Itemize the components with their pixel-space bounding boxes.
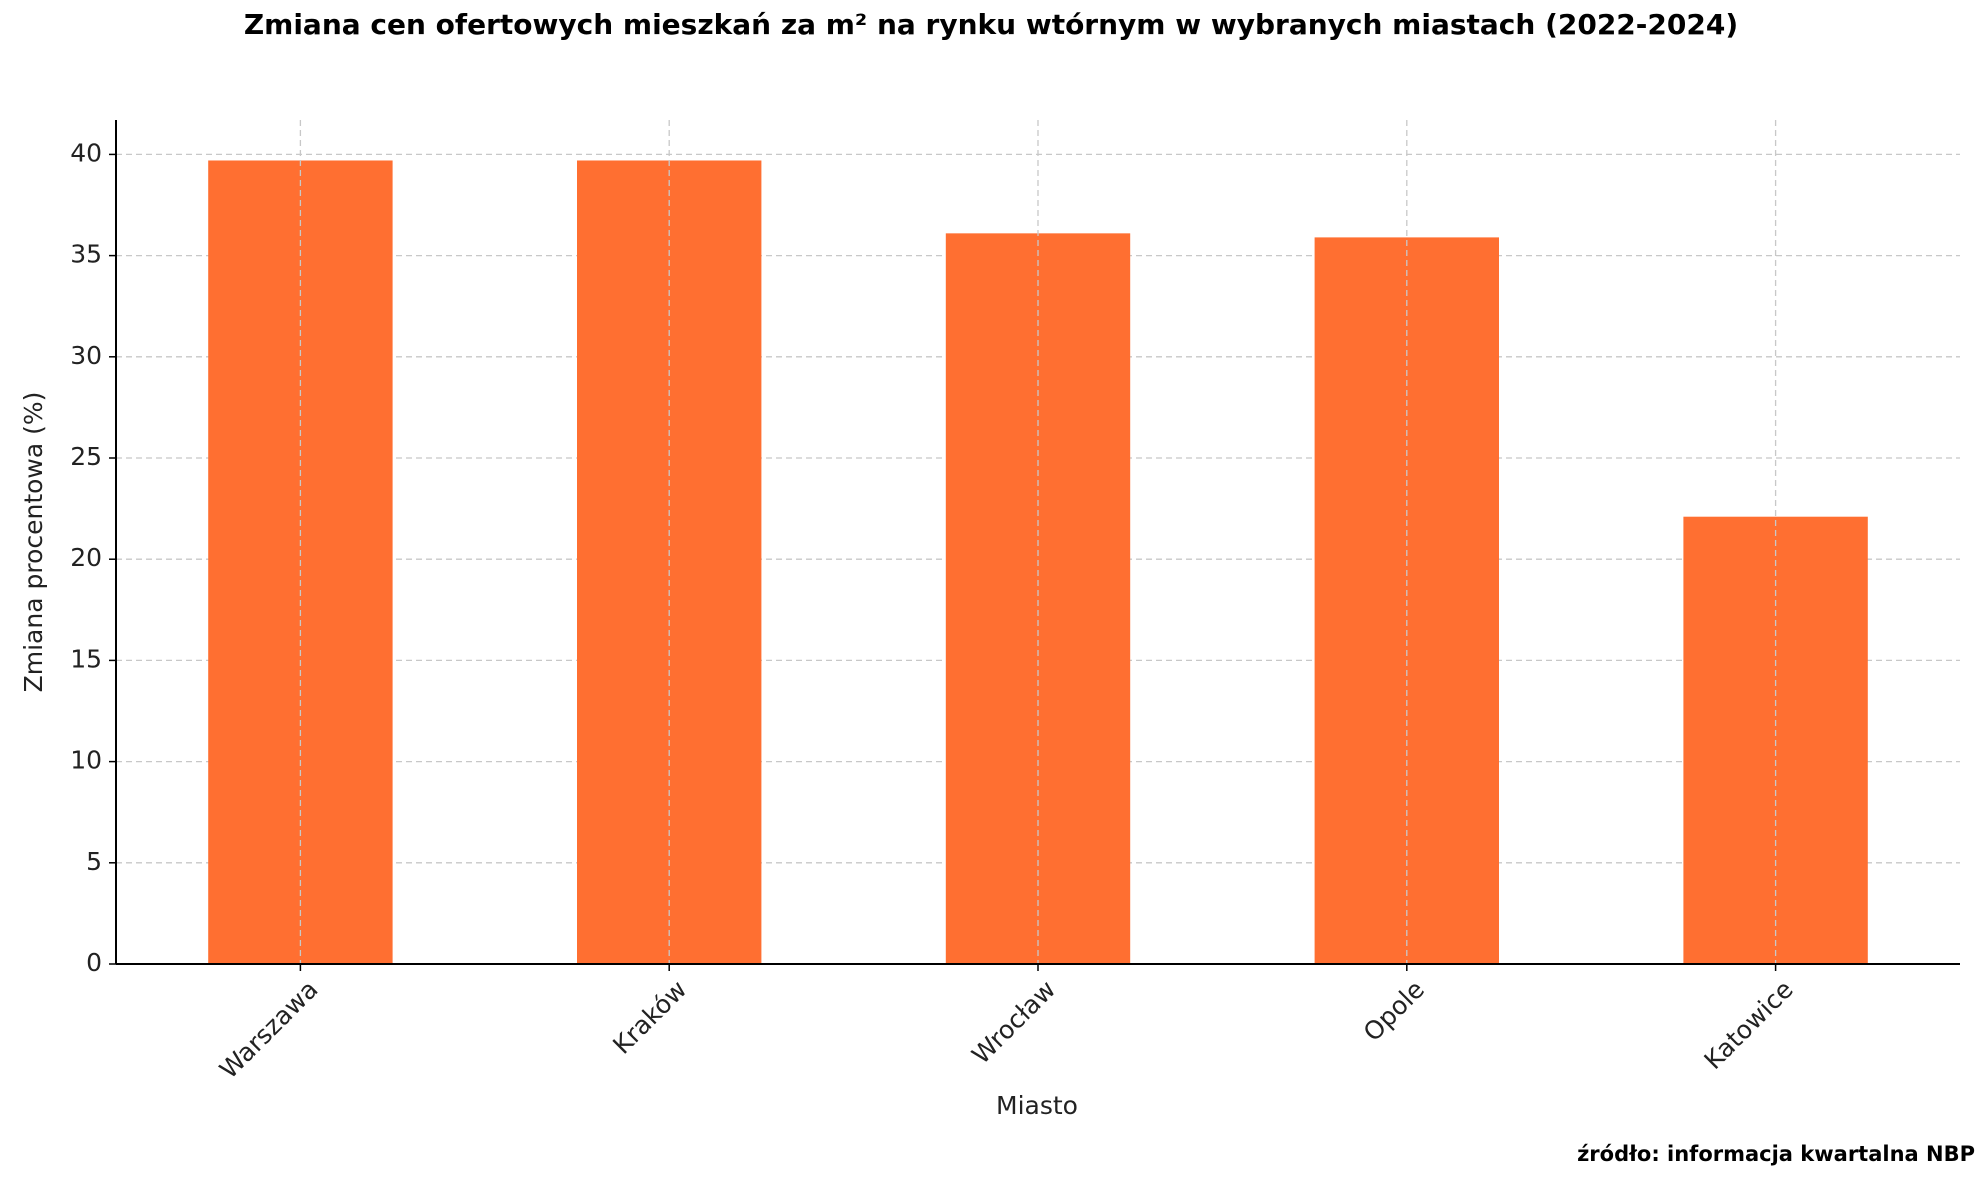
y-tick-label: 5 bbox=[86, 847, 102, 876]
x-axis-label: Miasto bbox=[996, 1091, 1078, 1120]
y-tick-label: 35 bbox=[70, 240, 102, 269]
x-tick-label: Warszawa bbox=[214, 975, 324, 1085]
y-tick-label: 25 bbox=[70, 442, 102, 471]
y-tick-label: 0 bbox=[86, 948, 102, 977]
y-tick-label: 30 bbox=[70, 341, 102, 370]
y-tick-label: 10 bbox=[70, 746, 102, 775]
source-note: źródło: informacja kwartalna NBP bbox=[1577, 1142, 1975, 1166]
y-tick-label: 40 bbox=[70, 138, 102, 167]
y-axis-label: Zmiana procentowa (%) bbox=[19, 392, 48, 693]
x-tick-label: Kraków bbox=[607, 975, 692, 1060]
x-tick-label: Wrocław bbox=[966, 975, 1061, 1070]
chart-title: Zmiana cen ofertowych mieszkań za m² na … bbox=[244, 8, 1738, 41]
y-tick-label: 15 bbox=[70, 644, 102, 673]
x-tick-label: Katowice bbox=[1698, 975, 1798, 1075]
y-tick-label: 20 bbox=[70, 543, 102, 572]
x-tick-label: Opole bbox=[1358, 975, 1430, 1047]
